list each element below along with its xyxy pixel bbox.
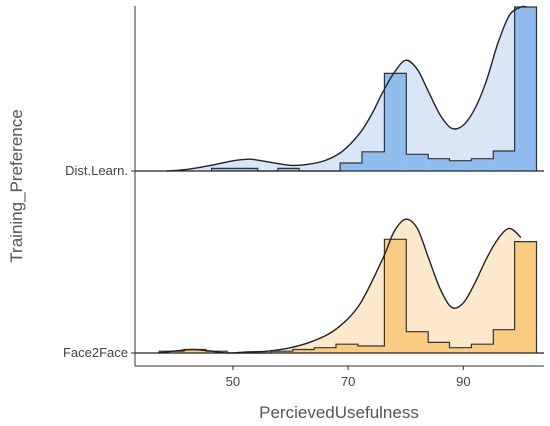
y-tick-label: Dist.Learn. xyxy=(65,163,128,178)
x-tick-label: 90 xyxy=(456,374,470,389)
histogram-bar-face2face xyxy=(159,351,184,353)
density-curve-dist-learn xyxy=(166,5,527,172)
histogram-bar-dist-learn xyxy=(340,163,362,171)
histogram-bar-face2face xyxy=(384,239,407,353)
density-area-face2face xyxy=(158,219,521,354)
histogram-outline-dist-learn xyxy=(211,6,538,172)
histogram-bar-dist-learn xyxy=(493,151,515,171)
ticks: Dist.Learn. Face2Face 50 70 90 xyxy=(63,163,471,389)
histogram-bar-face2face xyxy=(493,329,515,353)
ridge-dist-learn xyxy=(135,5,544,172)
histogram-bar-face2face xyxy=(449,347,472,353)
histogram-bar-face2face xyxy=(184,349,206,353)
x-tick-label: 50 xyxy=(226,374,240,389)
histogram-bar-dist-learn xyxy=(406,154,429,171)
x-axis-title: PercievedUsefulness xyxy=(259,403,419,422)
histogram-bar-dist-learn xyxy=(211,168,258,171)
histogram-bar-face2face xyxy=(428,342,450,353)
histogram-bar-dist-learn xyxy=(449,160,472,171)
histogram-bar-face2face xyxy=(406,331,429,353)
x-tick-label: 70 xyxy=(341,374,355,389)
density-area-dist-learn xyxy=(166,6,527,172)
axes xyxy=(134,6,544,367)
histogram-bar-dist-learn xyxy=(362,151,385,171)
y-axis-title: Training_Preference xyxy=(7,109,26,262)
histogram-bar-face2face xyxy=(514,241,537,353)
histogram-bar-face2face xyxy=(336,344,358,353)
histogram-bar-dist-learn xyxy=(471,158,494,171)
histogram-bar-face2face xyxy=(314,347,337,353)
histogram-bar-dist-learn xyxy=(277,168,300,171)
histogram-bar-face2face xyxy=(357,346,385,353)
histogram-bar-dist-learn xyxy=(428,158,450,171)
ridge-face2face xyxy=(135,218,544,354)
y-tick-label: Face2Face xyxy=(63,345,128,360)
histogram-bar-face2face xyxy=(471,344,494,353)
histogram-bar-face2face xyxy=(270,351,293,353)
histogram-bar-face2face xyxy=(292,349,315,353)
plot-area xyxy=(135,5,544,354)
histogram-bar-dist-learn xyxy=(384,73,407,171)
histogram-bar-dist-learn xyxy=(514,7,537,171)
